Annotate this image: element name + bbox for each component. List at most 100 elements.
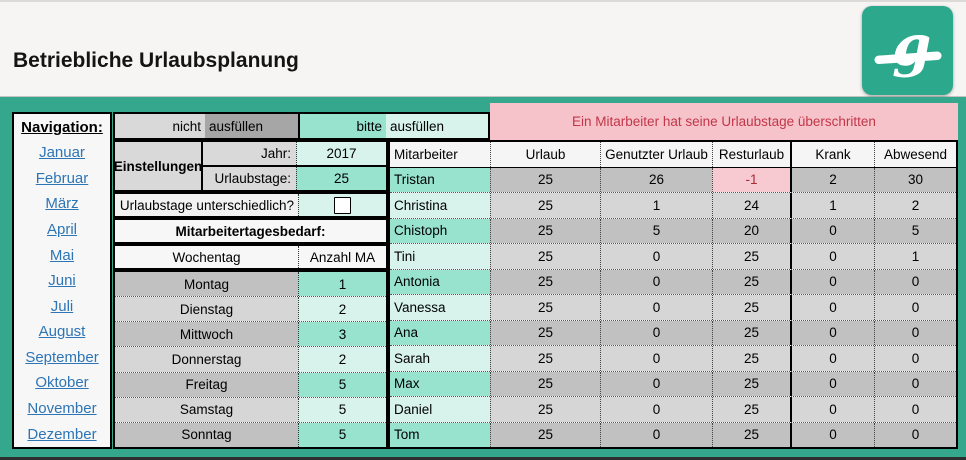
weekday-label: Samstag: [115, 397, 298, 422]
employee-genutzt-cell: 1: [600, 193, 712, 218]
urlaubstage-unterschiedlich-cell: [298, 194, 386, 216]
employee-rest-cell: 20: [712, 218, 790, 243]
warning-banner: Ein Mitarbeiter hat seine Urlaubstage üb…: [490, 103, 958, 140]
employee-abwesend-cell: 1: [874, 244, 956, 269]
employee-name-cell[interactable]: Ana: [390, 320, 490, 345]
nav-month-1[interactable]: Februar: [35, 169, 89, 187]
weekday-label: Freitag: [115, 372, 298, 397]
app-logo: g: [862, 6, 953, 95]
employee-row: Christina 25 1 24 1 2: [390, 192, 956, 218]
einstellungen-block: Einstellungen Jahr: 2017 Urlaubstage: 25: [113, 140, 388, 192]
employee-abwesend-cell: 30: [874, 167, 956, 192]
weekday-row: Mittwoch 3: [115, 321, 386, 347]
employee-name-cell[interactable]: Christina: [390, 193, 490, 218]
weekday-label: Montag: [115, 272, 298, 297]
weekday-row: Montag 1: [115, 272, 386, 297]
mitarbeitertagesbedarf-label: Mitarbeitertagesbedarf:: [175, 223, 326, 239]
employee-krank-cell: 0: [790, 346, 874, 371]
legend-nicht-ausfuellen-label: ausfüllen: [205, 114, 298, 138]
header-genutzter-urlaub: Genutzter Urlaub: [600, 142, 712, 167]
nav-month-11[interactable]: Dezember: [27, 425, 97, 443]
employee-genutzt-cell: 0: [600, 320, 712, 345]
nav-month-3[interactable]: April: [46, 221, 77, 239]
employee-urlaub-cell: 25: [490, 193, 600, 218]
employee-name-cell[interactable]: Daniel: [390, 397, 490, 422]
employee-abwesend-cell: 5: [874, 218, 956, 243]
urlaubstage-value-cell[interactable]: 25: [296, 167, 386, 190]
weekday-count-cell[interactable]: 2: [298, 297, 386, 322]
nav-month-9[interactable]: Oktober: [35, 374, 89, 392]
employee-abwesend-cell: 0: [874, 320, 956, 345]
employee-row: Tristan 25 26 -1 2 30: [390, 167, 956, 192]
employee-urlaub-cell: 25: [490, 295, 600, 320]
weekday-label: Sonntag: [115, 422, 298, 447]
weekday-label: Mittwoch: [115, 322, 298, 347]
employee-genutzt-cell: 0: [600, 269, 712, 294]
nav-month-2[interactable]: März: [45, 195, 79, 213]
einstellungen-label: Einstellungen: [114, 142, 203, 190]
weekday-count-cell[interactable]: 5: [298, 422, 386, 447]
nav-month-5[interactable]: Juni: [48, 272, 76, 290]
employee-rest-cell: 25: [712, 346, 790, 371]
employee-krank-cell: 0: [790, 371, 874, 396]
employee-row: Sarah 25 0 25 0 0: [390, 345, 956, 371]
employee-name-cell[interactable]: Max: [390, 371, 490, 396]
nav-month-6[interactable]: Juli: [50, 297, 74, 315]
page-header: Betriebliche Urlaubsplanung g: [0, 0, 966, 97]
employee-abwesend-cell: 0: [874, 295, 956, 320]
weekday-count-cell[interactable]: 5: [298, 397, 386, 422]
employee-krank-cell: 0: [790, 295, 874, 320]
employee-name-cell[interactable]: Sarah: [390, 346, 490, 371]
employee-urlaub-cell: 25: [490, 269, 600, 294]
anzahl-ma-column-header: Anzahl MA: [298, 246, 386, 268]
header-mitarbeiter: Mitarbeiter: [394, 146, 458, 162]
weekday-row: Donnerstag 2: [115, 346, 386, 372]
header-krank: Krank: [790, 142, 874, 167]
employee-name-cell[interactable]: Tom: [390, 422, 490, 447]
weekday-count-cell[interactable]: 1: [298, 272, 386, 297]
employee-urlaub-cell: 25: [490, 371, 600, 396]
employee-name-cell[interactable]: Chistoph: [390, 218, 490, 243]
employee-name-cell[interactable]: Tini: [390, 244, 490, 269]
employee-row: Daniel 25 0 25 0 0: [390, 396, 956, 422]
weekday-count-cell[interactable]: 2: [298, 347, 386, 372]
employee-genutzt-cell: 0: [600, 397, 712, 422]
nav-month-8[interactable]: September: [25, 348, 99, 366]
nav-month-10[interactable]: November: [27, 400, 97, 418]
employee-genutzt-cell: 0: [600, 422, 712, 447]
employee-rest-cell: 25: [712, 397, 790, 422]
header-urlaub: Urlaub: [490, 142, 600, 167]
employee-genutzt-cell: 0: [600, 371, 712, 396]
urlaubstage-label: Urlaubstage:: [203, 167, 296, 190]
bottom-edge: [0, 457, 966, 460]
employee-abwesend-cell: 0: [874, 422, 956, 447]
weekday-count-cell[interactable]: 3: [298, 322, 386, 347]
employee-krank-cell: 0: [790, 397, 874, 422]
employee-row: Tini 25 0 25 0 1: [390, 243, 956, 269]
navigation-title: Navigation:: [21, 118, 103, 136]
legend-nicht-label: nicht: [115, 114, 205, 138]
svg-text:g: g: [892, 13, 931, 79]
employee-name-cell[interactable]: Vanessa: [390, 295, 490, 320]
employee-krank-cell: 1: [790, 193, 874, 218]
employee-genutzt-cell: 0: [600, 244, 712, 269]
employee-urlaub-cell: 25: [490, 422, 600, 447]
employee-abwesend-cell: 0: [874, 371, 956, 396]
employee-table-header-row: Mitarbeiter Urlaub Genutzter Urlaub Rest…: [390, 142, 956, 168]
nav-month-7[interactable]: August: [38, 323, 86, 341]
employee-row: Max 25 0 25 0 0: [390, 370, 956, 396]
employee-table: Mitarbeiter Urlaub Genutzter Urlaub Rest…: [388, 140, 958, 449]
nav-month-4[interactable]: Mai: [49, 246, 75, 264]
nav-month-0[interactable]: Januar: [39, 144, 85, 162]
employee-abwesend-cell: 0: [874, 269, 956, 294]
employee-name-cell[interactable]: Tristan: [390, 167, 490, 192]
weekday-row: Dienstag 2: [115, 296, 386, 322]
jahr-value-cell[interactable]: 2017: [296, 142, 386, 165]
employee-name-cell[interactable]: Antonia: [390, 269, 490, 294]
employee-rest-cell: 25: [712, 422, 790, 447]
urlaubstage-unterschiedlich-checkbox[interactable]: [334, 196, 351, 214]
employee-rest-cell: 25: [712, 320, 790, 345]
weekday-count-cell[interactable]: 5: [298, 372, 386, 397]
weekday-label: Dienstag: [115, 297, 298, 322]
employee-genutzt-cell: 0: [600, 346, 712, 371]
